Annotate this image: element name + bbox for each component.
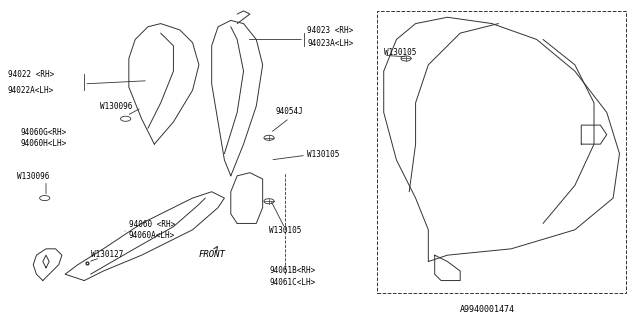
Text: W130096: W130096 xyxy=(100,102,132,111)
Text: 94061B<RH>: 94061B<RH> xyxy=(269,266,316,275)
Text: W130105: W130105 xyxy=(307,150,340,159)
Text: W130105: W130105 xyxy=(269,226,301,235)
Text: 94060 <RH>: 94060 <RH> xyxy=(129,220,175,228)
Text: FRONT: FRONT xyxy=(199,246,226,259)
Text: 94061C<LH>: 94061C<LH> xyxy=(269,278,316,287)
Text: 94060G<RH>: 94060G<RH> xyxy=(20,128,67,137)
Text: W130127: W130127 xyxy=(91,250,123,259)
Text: W130096: W130096 xyxy=(17,172,50,181)
Text: 94023 <RH>: 94023 <RH> xyxy=(307,26,353,35)
Text: 94060A<LH>: 94060A<LH> xyxy=(129,231,175,240)
Text: 94023A<LH>: 94023A<LH> xyxy=(307,39,353,48)
Text: 94060H<LH>: 94060H<LH> xyxy=(20,139,67,148)
Text: W130105: W130105 xyxy=(384,48,416,57)
Text: 94022A<LH>: 94022A<LH> xyxy=(8,86,54,95)
Text: A9940001474: A9940001474 xyxy=(460,305,515,314)
Text: 94022 <RH>: 94022 <RH> xyxy=(8,70,54,79)
Text: 94054J: 94054J xyxy=(275,107,303,116)
